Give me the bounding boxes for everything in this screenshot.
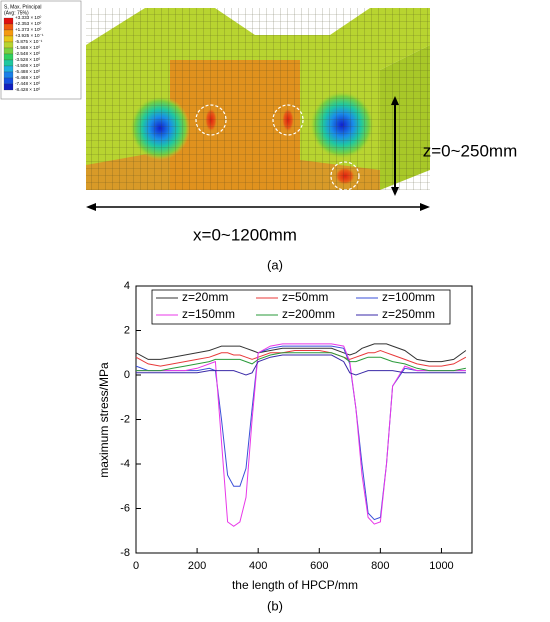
- legend-value: -3.528 × 10⁰: [15, 57, 40, 62]
- legend-swatch: [3, 17, 14, 25]
- legend-value: -4.508 × 10⁰: [15, 63, 40, 68]
- legend-label: z=20mm: [182, 290, 228, 304]
- legend-swatch: [3, 59, 14, 67]
- legend-swatch: [3, 65, 14, 73]
- legend-value: -1.568 × 10⁰: [15, 45, 40, 50]
- series-line: [136, 354, 466, 376]
- y-tick-label: -4: [120, 458, 130, 470]
- x-tick-label: 800: [371, 560, 389, 572]
- legend-swatch: [3, 29, 14, 37]
- x-axis-title: the length of HPCP/mm: [232, 578, 358, 592]
- legend-label: z=100mm: [382, 290, 435, 304]
- y-tick-label: 4: [124, 280, 130, 292]
- legend-value: +2.353 × 10⁰: [15, 21, 42, 26]
- x-range-label: x=0~1200mm: [193, 225, 297, 244]
- legend-swatch: [3, 83, 14, 91]
- legend-value: +1.373 × 10⁰: [15, 27, 42, 32]
- legend-swatch: [3, 35, 14, 43]
- y-tick-label: -6: [120, 502, 130, 514]
- legend-value: -7.448 × 10⁰: [15, 81, 40, 86]
- contour-legend: [0, 0, 82, 100]
- series-line: [136, 352, 466, 372]
- legend-swatch: [3, 41, 14, 49]
- legend-value: +3.925 × 10⁻¹: [15, 33, 44, 38]
- legend-value: -8.428 × 10⁰: [15, 87, 40, 92]
- legend-value: +3.333 × 10⁰: [15, 15, 42, 20]
- legend-swatch: [3, 71, 14, 79]
- legend-value: -5.488 × 10⁰: [15, 69, 40, 74]
- caption: (b): [267, 598, 283, 613]
- y-tick-label: -8: [120, 547, 130, 559]
- x-tick-label: 200: [188, 560, 206, 572]
- x-tick-label: 1000: [429, 560, 453, 572]
- series-line: [135, 343, 467, 363]
- legend-swatch: [3, 23, 14, 31]
- y-tick-label: 0: [124, 369, 130, 381]
- legend-value: -2.548 × 10⁰: [15, 51, 40, 56]
- legend-value: -6.468 × 10⁰: [15, 75, 40, 80]
- plot-frame: [135, 285, 473, 554]
- legend-swatch: [3, 47, 14, 55]
- legend-label: z=250mm: [382, 307, 435, 321]
- fe-model: [86, 8, 430, 211]
- legend-label: z=200mm: [282, 307, 335, 321]
- legend-value: -5.875 × 10⁻¹: [15, 39, 43, 44]
- x-tick-label: 0: [133, 560, 139, 572]
- y-axis-title: maximum stress/MPa: [97, 362, 111, 478]
- series-line: [135, 345, 466, 521]
- legend-label: z=150mm: [182, 307, 235, 321]
- y-tick-label: 2: [124, 324, 130, 336]
- legend-swatch: [3, 77, 14, 85]
- z-range-label: z=0~250mm: [423, 141, 518, 160]
- legend-label: z=50mm: [282, 290, 328, 304]
- x-tick-label: 600: [310, 560, 328, 572]
- legend-subtitle: (Avg: 75%): [4, 10, 29, 16]
- legend-box: [151, 289, 451, 325]
- series-line: [136, 343, 466, 527]
- x-tick-label: 400: [249, 560, 267, 572]
- series-line: [135, 349, 467, 367]
- legend-title: S, Max. Principal: [4, 4, 42, 10]
- legend-swatch: [3, 53, 14, 61]
- caption: (a): [267, 257, 283, 272]
- y-tick-label: -2: [120, 413, 130, 425]
